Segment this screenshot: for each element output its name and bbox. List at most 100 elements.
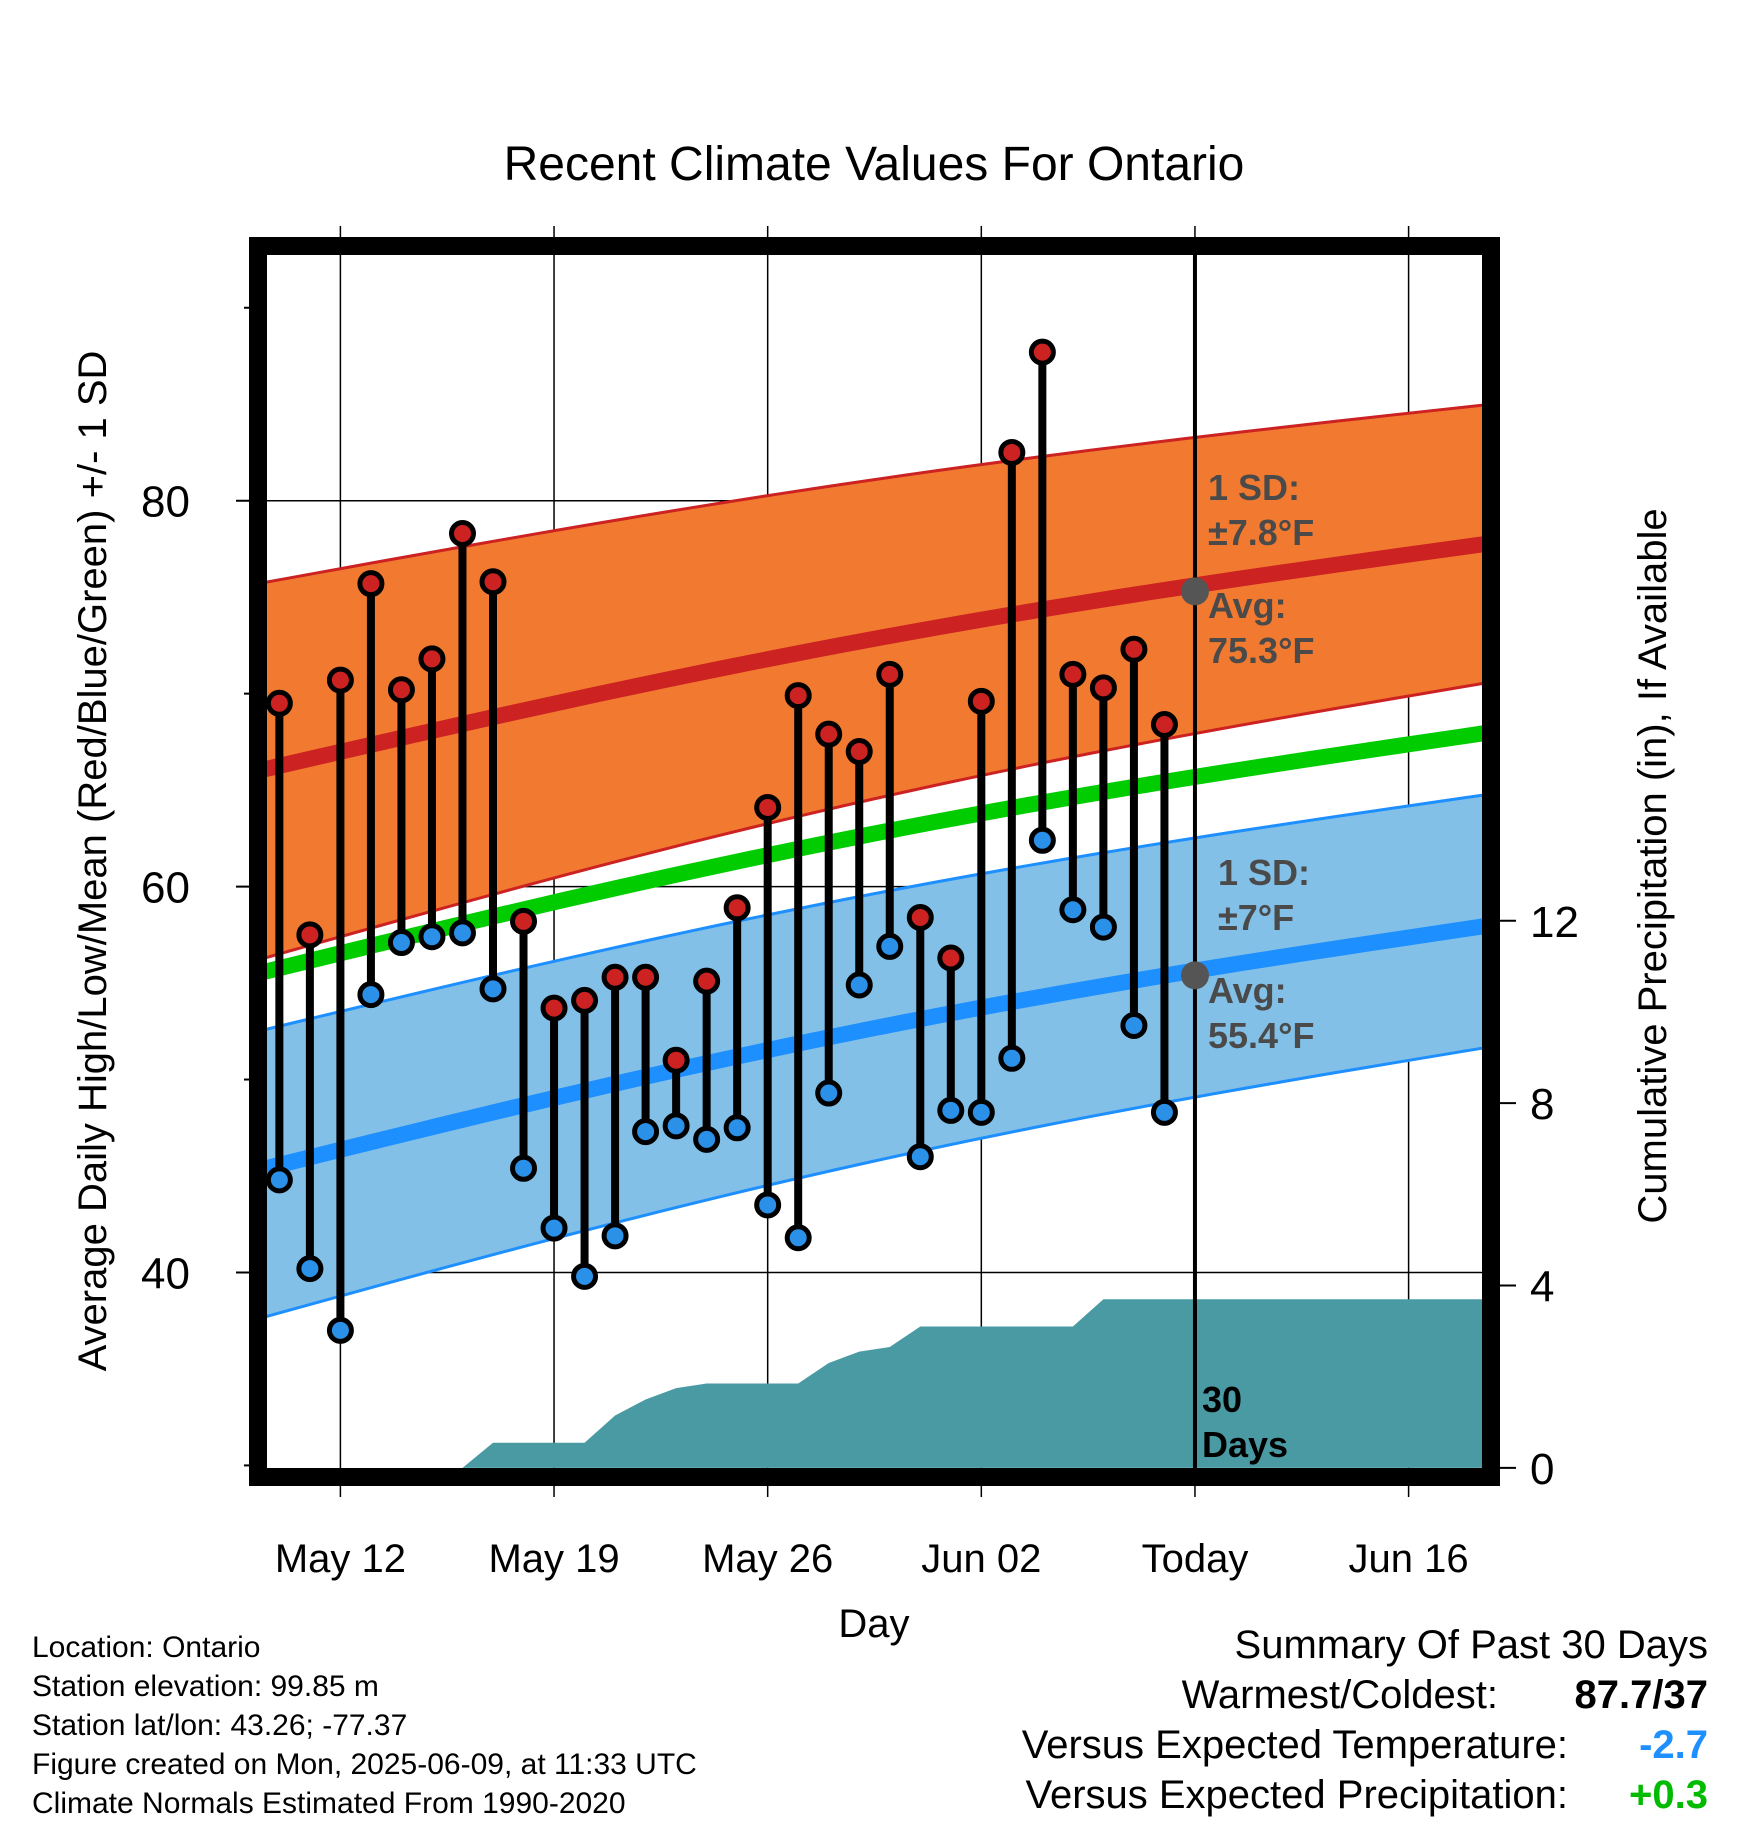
daily-high-point — [906, 903, 934, 931]
daily-low-point — [357, 981, 385, 1009]
daily-high-point — [815, 720, 843, 748]
x-tick-label: May 19 — [488, 1537, 619, 1581]
y-axis-label-right: Cumulative Precipitation (in), If Availa… — [1631, 508, 1675, 1223]
x-tick-label: May 12 — [275, 1537, 406, 1581]
days-word-label: Days — [1202, 1424, 1288, 1465]
station-info: Location: Ontario Station elevation: 99.… — [32, 1628, 697, 1823]
summary-precip-row: Versus Expected Precipitation: +0.3 — [1022, 1770, 1708, 1820]
y-left-tick-label: 40 — [141, 1249, 190, 1298]
precip-label: Versus Expected Precipitation: — [1025, 1773, 1568, 1817]
daily-low-point — [784, 1224, 812, 1252]
daily-low-point — [723, 1114, 751, 1142]
daily-low-point — [1028, 826, 1056, 854]
daily-high-point — [876, 660, 904, 688]
y-left-tick-label: 60 — [141, 864, 190, 913]
low-avg-annotation: Avg: 55.4°F — [1208, 970, 1314, 1056]
y-right-tick-label: 12 — [1530, 898, 1579, 947]
daily-low-point — [693, 1125, 721, 1153]
summary-warmest-row: Warmest/Coldest: 87.7/37 — [1022, 1670, 1708, 1720]
daily-high-point — [1089, 674, 1117, 702]
daily-low-point — [387, 929, 415, 957]
days-annotation: 30 Days — [1202, 1379, 1288, 1465]
daily-low-point — [418, 923, 446, 951]
daily-high-point — [632, 963, 660, 991]
y-right-tick-label: 4 — [1530, 1263, 1554, 1312]
daily-high-point — [693, 967, 721, 995]
daily-high-point — [296, 921, 324, 949]
low-plus-sd-line — [258, 792, 1491, 1033]
daily-low-point — [571, 1262, 599, 1290]
normals-text: Climate Normals Estimated From 1990-2020 — [32, 1787, 626, 1820]
low-avg-label: Avg: — [1208, 970, 1287, 1011]
temp-label: Versus Expected Temperature: — [1021, 1723, 1568, 1767]
high-avg-annotation: Avg: 75.3°F — [1208, 585, 1314, 671]
warmest-value: 87.7/37 — [1574, 1673, 1708, 1717]
daily-markers — [265, 338, 1209, 1344]
daily-low-point — [632, 1118, 660, 1146]
x-tick-label: Jun 02 — [921, 1537, 1041, 1581]
daily-high-point — [479, 568, 507, 596]
daily-low-point — [906, 1143, 934, 1171]
daily-high-point — [1150, 711, 1178, 739]
high-sd-value: ±7.8°F — [1208, 512, 1314, 553]
daily-low-point — [326, 1316, 354, 1344]
today-high-avg-dot — [1180, 577, 1209, 606]
x-tick-label: May 26 — [702, 1537, 833, 1581]
daily-low-point — [845, 971, 873, 999]
daily-low-point — [662, 1112, 690, 1140]
low-sd-value: ±7°F — [1218, 897, 1294, 938]
y-left-tick-label: 80 — [141, 478, 190, 527]
daily-high-point — [998, 438, 1026, 466]
y-right-tick-label: 8 — [1530, 1080, 1554, 1129]
plot-border — [249, 237, 1500, 1486]
daily-high-point — [662, 1046, 690, 1074]
high-avg-label: Avg: — [1208, 585, 1287, 626]
daily-high-point — [784, 682, 812, 710]
daily-high-point — [754, 793, 782, 821]
daily-low-point — [1089, 913, 1117, 941]
daily-high-point — [540, 994, 568, 1022]
daily-high-point — [387, 676, 415, 704]
daily-low-point — [296, 1255, 324, 1283]
high-sd-label: 1 SD: — [1208, 467, 1300, 508]
daily-high-point — [448, 519, 476, 547]
y-right-tick-label: 0 — [1530, 1445, 1554, 1494]
daily-high-point — [265, 689, 293, 717]
x-axis-label: Day — [838, 1602, 909, 1646]
high-sd-annotation: 1 SD: ±7.8°F — [1208, 467, 1314, 553]
daily-high-point — [967, 687, 995, 715]
precip-value: +0.3 — [1629, 1773, 1708, 1817]
x-tick-label: Jun 16 — [1349, 1537, 1469, 1581]
elevation-text: Station elevation: 99.85 m — [32, 1670, 379, 1703]
warmest-label: Warmest/Coldest: — [1181, 1673, 1498, 1717]
daily-low-point — [815, 1079, 843, 1107]
temp-value: -2.7 — [1639, 1723, 1708, 1767]
y-axis-label-left: Average Daily High/Low/Mean (Red/Blue/Gr… — [71, 351, 115, 1372]
low-avg-value: 55.4°F — [1208, 1015, 1314, 1056]
daily-low-point — [754, 1191, 782, 1219]
low-minus-sd-line — [258, 1045, 1491, 1321]
daily-low-point — [876, 932, 904, 960]
location-text: Location: Ontario — [32, 1631, 261, 1664]
days-count-label: 30 — [1202, 1379, 1242, 1420]
daily-low-point — [998, 1044, 1026, 1072]
daily-high-point — [1120, 635, 1148, 663]
daily-high-point — [845, 738, 873, 766]
daily-high-point — [723, 894, 751, 922]
daily-high-point — [1028, 338, 1056, 366]
low-sd-annotation: 1 SD: ±7°F — [1218, 852, 1310, 938]
daily-high-point — [937, 944, 965, 972]
today-low-avg-dot — [1180, 961, 1209, 990]
daily-low-point — [479, 975, 507, 1003]
low-sd-label: 1 SD: — [1218, 852, 1310, 893]
high-avg-value: 75.3°F — [1208, 630, 1314, 671]
daily-low-point — [510, 1154, 538, 1182]
plot-frame — [249, 237, 1500, 1486]
daily-low-point — [1059, 896, 1087, 924]
axes: 40 60 80 0 4 8 12 May 12 May 19 May 26 Jun 02 Today… — [141, 306, 1579, 1581]
created-text: Figure created on Mon, 2025-06-09, at 11… — [32, 1748, 697, 1781]
daily-high-point — [1059, 660, 1087, 688]
daily-low-point — [448, 919, 476, 947]
x-tick-label: Today — [1142, 1537, 1249, 1581]
precip-area — [462, 1299, 1491, 1468]
